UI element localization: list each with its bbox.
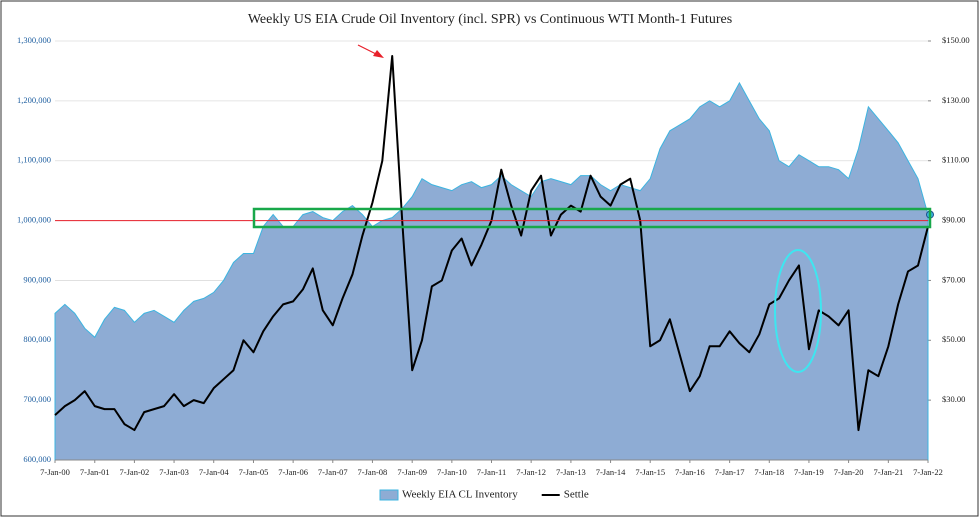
highlight-box [252,207,932,229]
x-tick-label: 7-Jan-06 [278,467,308,477]
y-tick-label: 600,000 [23,454,51,464]
x-tick-label: 7-Jan-08 [358,467,388,477]
y2-tick-label: $70.00 [942,274,965,284]
y2-tick-label: $50.00 [942,334,965,344]
legend-label: Weekly EIA CL Inventory [402,489,518,501]
x-tick-label: 7-Jan-04 [199,467,229,477]
x-tick-label: 7-Jan-10 [437,467,467,477]
x-tick-label: 7-Jan-18 [754,467,784,477]
x-tick-label: 7-Jan-13 [556,467,586,477]
legend-swatch [379,489,399,501]
x-tick-label: 7-Jan-03 [159,467,189,477]
x-tick-label: 7-Jan-16 [675,467,705,477]
x-tick-label: 7-Jan-12 [516,467,546,477]
y-tick-label: 1,100,000 [17,155,51,165]
y-tick-label: 700,000 [23,394,51,404]
y-tick-label: 900,000 [23,274,51,284]
y2-tick-label: $150.00 [942,35,970,45]
x-tick-label: 7-Jan-17 [715,467,745,477]
x-tick-label: 7-Jan-11 [477,467,506,477]
x-tick-label: 7-Jan-14 [596,467,626,477]
arrow-shaft [357,44,379,56]
x-tick-label: 7-Jan-00 [40,467,70,477]
y-tick-label: 1,000,000 [17,215,51,225]
x-tick-label: 7-Jan-21 [873,467,903,477]
y2-tick-label: $130.00 [942,95,970,105]
x-tick-label: 7-Jan-19 [794,467,824,477]
x-tick-label: 7-Jan-09 [397,467,427,477]
arrow-head [373,50,384,58]
y2-tick-label: $90.00 [942,215,965,225]
plot: 600,000 700,000 800,000 900,000 1,000,000 1,1… [17,35,970,501]
x-tick-label: 7-Jan-05 [239,467,269,477]
x-tick-label: 7-Jan-15 [635,467,665,477]
y2-tick-label: $30.00 [942,394,965,404]
x-tick-label: 7-Jan-22 [913,467,943,477]
highlight-ellipse [774,249,822,373]
y-tick-label: 800,000 [23,334,51,344]
inventory-area [54,81,929,461]
x-tick-label: 7-Jan-20 [834,467,864,477]
chart-title: Weekly US EIA Crude Oil Inventory (incl.… [248,12,732,27]
y-tick-label: 1,200,000 [17,95,51,105]
y-tick-label: 1,300,000 [17,35,51,45]
annotations [252,44,932,373]
legend-label: Settle [564,489,589,501]
x-tick-label: 7-Jan-07 [318,467,348,477]
y2-tick-label: $110.00 [942,155,969,165]
x-tick-label: 7-Jan-01 [80,467,110,477]
x-tick-label: 7-Jan-02 [120,467,150,477]
